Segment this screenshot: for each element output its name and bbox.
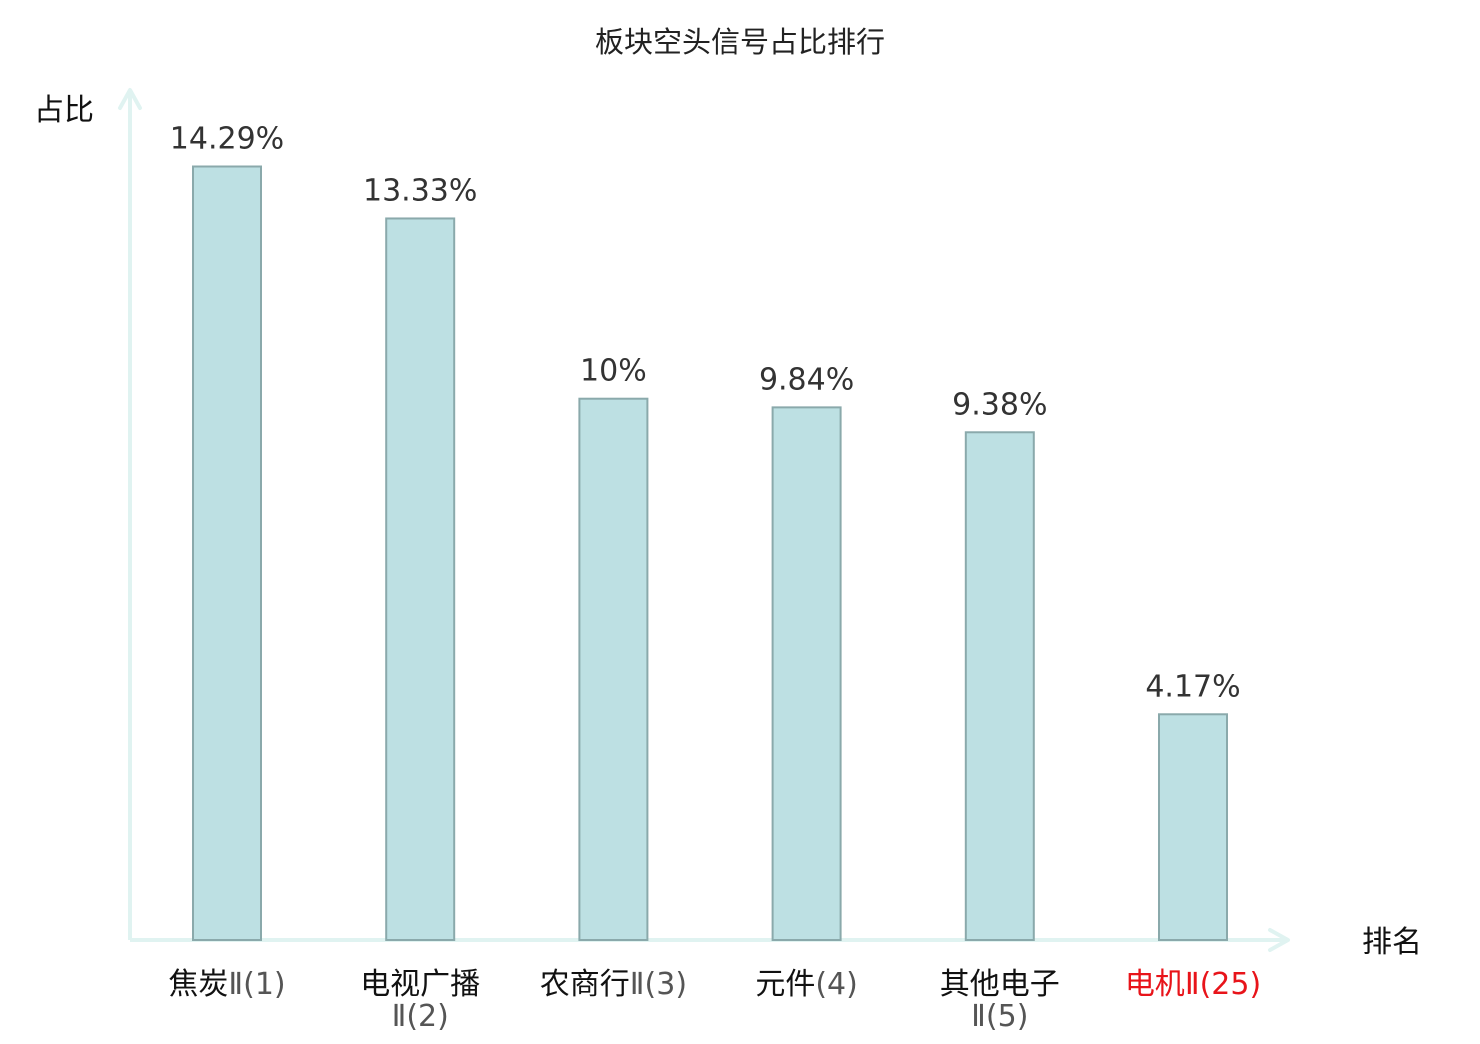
x-tick-label: 农商行Ⅱ(3) [540, 967, 687, 1002]
x-tick-label-line2: Ⅱ(2) [392, 999, 449, 1034]
x-tick-label: 焦炭Ⅱ(1) [168, 967, 285, 1002]
category-name: 元件 [755, 967, 815, 1002]
x-axis-arrow [1268, 928, 1290, 952]
bar [385, 217, 456, 941]
category-rank: (4) [815, 967, 858, 1002]
category-name: 电视广播 [360, 967, 480, 1002]
category-name: 焦炭 [168, 967, 228, 1002]
category-name: 农商行 [540, 967, 630, 1002]
value-label: 14.29% [170, 121, 284, 156]
bars-group [192, 165, 1228, 942]
value-label: 9.84% [759, 362, 854, 397]
bar [1158, 713, 1228, 941]
value-label: 13.33% [363, 173, 477, 208]
bar [192, 165, 262, 941]
value-labels-group: 14.29% 13.33% 10% 9.84% 9.38% 4.17% [170, 121, 1241, 704]
chart-title: 板块空头信号占比排行 [595, 25, 885, 59]
x-tick-label: 电视广播 [360, 967, 480, 1002]
y-axis-label: 占比 [34, 93, 94, 128]
category-name: 其他电子 [940, 967, 1060, 1002]
axes [118, 88, 1290, 952]
x-axis-label: 排名 [1362, 925, 1422, 960]
category-rank: Ⅱ(3) [630, 967, 687, 1002]
category-rank: Ⅱ(1) [228, 967, 285, 1002]
value-label: 9.38% [952, 387, 1047, 422]
x-tick-label-line2: Ⅱ(5) [971, 999, 1028, 1034]
category-rank: Ⅱ(25) [1185, 967, 1261, 1002]
bar [964, 431, 1035, 941]
category-name: 电机 [1125, 967, 1185, 1002]
bar [771, 406, 842, 942]
x-tick-label: 元件(4) [755, 967, 858, 1002]
bar [578, 397, 649, 942]
x-tick-label: 电机Ⅱ(25) [1125, 967, 1261, 1002]
value-label: 10% [580, 354, 647, 389]
y-axis-arrow [118, 88, 142, 110]
value-label: 4.17% [1145, 669, 1240, 704]
x-tick-label: 其他电子 [940, 967, 1060, 1002]
